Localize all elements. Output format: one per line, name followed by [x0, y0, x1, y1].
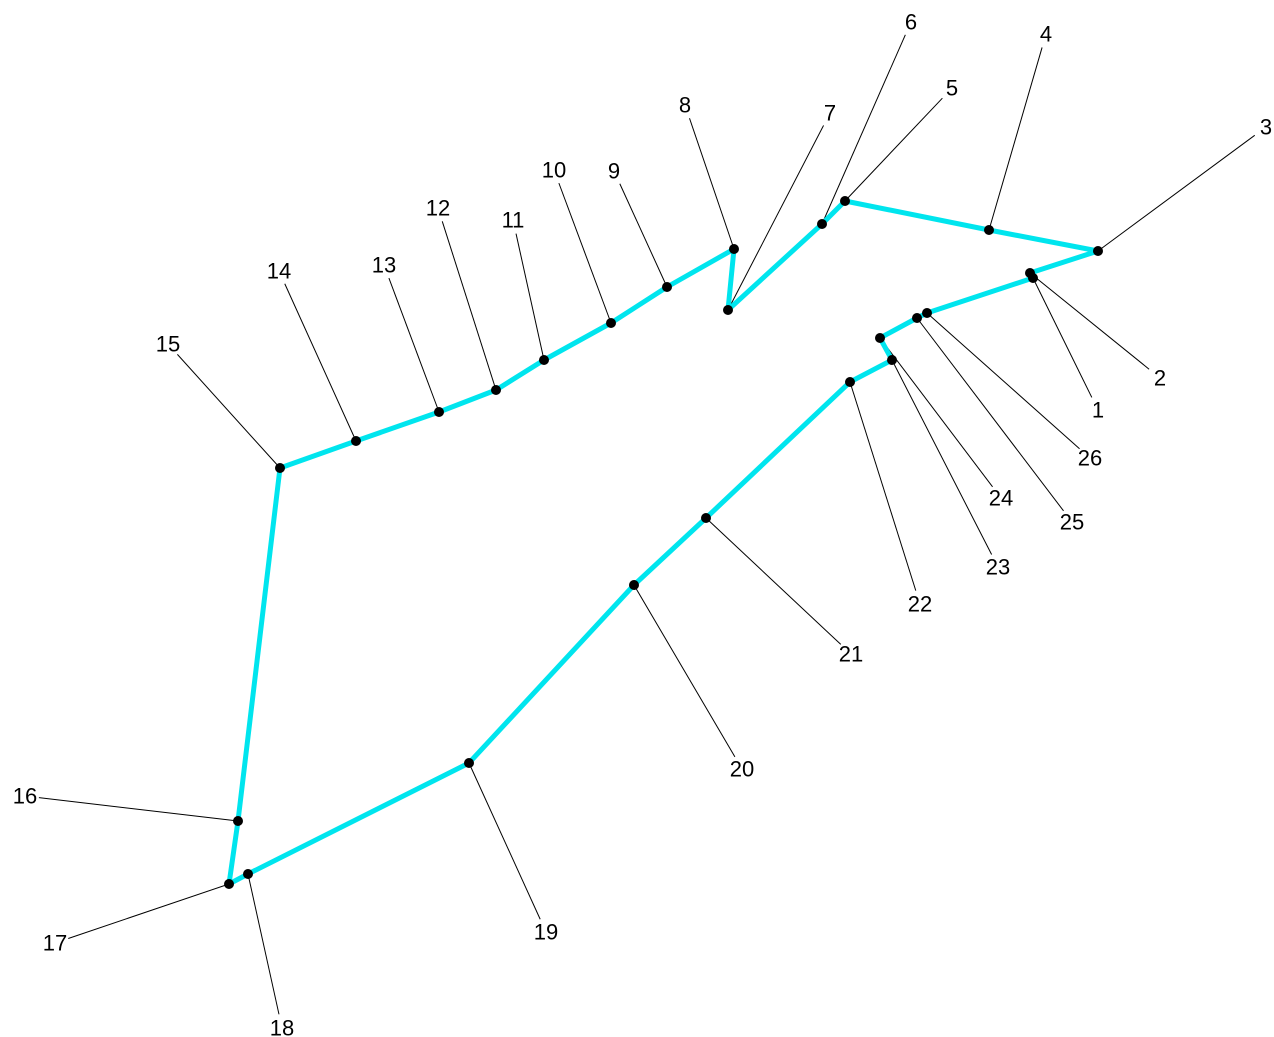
vertex-point-4: [984, 225, 994, 235]
leader-line-5: [844, 97, 943, 202]
leader-line-6: [821, 34, 906, 225]
vertex-point-3: [1093, 246, 1103, 256]
leader-line-24: [879, 337, 993, 488]
vertex-point-16: [233, 816, 243, 826]
leader-line-9: [619, 183, 668, 288]
vertex-point-20: [629, 580, 639, 590]
leader-line-23: [891, 359, 993, 555]
vertex-label-4: 4: [1040, 22, 1052, 47]
leader-line-18: [247, 873, 280, 1015]
vertex-label-2: 2: [1154, 366, 1166, 391]
vertex-label-20: 20: [730, 757, 754, 782]
vertex-point-17: [224, 879, 234, 889]
vertex-label-8: 8: [679, 93, 691, 118]
leader-line-13: [388, 277, 440, 413]
leader-line-10: [558, 182, 612, 324]
vertex-label-26: 26: [1078, 446, 1102, 471]
vertex-points: [224, 196, 1103, 889]
vertex-point-25: [912, 313, 922, 323]
vertex-label-25: 25: [1060, 510, 1084, 535]
vertex-label-10: 10: [542, 158, 566, 183]
vertex-label-11: 11: [502, 208, 525, 233]
vertex-label-18: 18: [270, 1016, 294, 1037]
leader-line-17: [68, 883, 230, 939]
leader-line-2: [1029, 272, 1150, 370]
vertex-label-19: 19: [534, 920, 558, 945]
vertex-point-13: [434, 407, 444, 417]
vertex-label-7: 7: [824, 101, 836, 126]
vertex-label-3: 3: [1260, 115, 1272, 140]
leader-line-3: [1097, 134, 1256, 252]
polygon-outline: [226, 198, 1101, 887]
vertex-point-5: [840, 196, 850, 206]
leader-line-12: [441, 221, 497, 391]
leader-line-15: [177, 354, 281, 469]
vertex-label-15: 15: [156, 332, 180, 357]
leader-line-16: [38, 797, 239, 822]
vertex-point-14: [351, 436, 361, 446]
vertex-label-16: 16: [13, 784, 37, 809]
vertex-point-11: [539, 355, 549, 365]
vertex-label-23: 23: [986, 555, 1010, 580]
leader-line-19: [468, 762, 541, 920]
leader-line-26: [926, 312, 1080, 450]
leader-line-14: [284, 283, 357, 442]
leader-line-22: [849, 381, 917, 591]
vertex-point-7: [723, 305, 733, 315]
leader-lines: [38, 34, 1256, 1015]
vertex-label-22: 22: [908, 592, 932, 617]
vertex-point-2: [1025, 268, 1035, 278]
vertex-label-17: 17: [43, 931, 67, 956]
vertex-point-26: [922, 308, 932, 318]
leader-line-7: [727, 125, 825, 311]
vertex-label-12: 12: [426, 196, 450, 221]
vertex-label-1: 1: [1092, 398, 1104, 423]
vertex-point-8: [729, 244, 739, 254]
vertex-point-12: [491, 385, 501, 395]
vertex-point-15: [275, 463, 285, 473]
vertex-point-22: [845, 377, 855, 387]
vertex-point-23: [887, 355, 897, 365]
leader-line-21: [705, 517, 842, 645]
vertex-point-10: [606, 318, 616, 328]
leader-line-11: [515, 233, 545, 361]
vertex-label-14: 14: [267, 259, 291, 284]
leader-line-8: [689, 118, 735, 250]
vertex-point-18: [243, 869, 253, 879]
vertex-point-19: [464, 758, 474, 768]
vertex-label-6: 6: [905, 10, 917, 35]
vertex-point-6: [817, 219, 827, 229]
leader-line-20: [633, 584, 736, 758]
vertex-label-24: 24: [989, 486, 1013, 511]
vertex-label-9: 9: [608, 159, 620, 184]
leader-line-25: [916, 317, 1064, 512]
vertex-point-9: [662, 282, 672, 292]
vertex-labels: 1234567891011121314151617181920212223242…: [13, 10, 1272, 1037]
vertex-label-21: 21: [839, 642, 863, 667]
vertex-point-21: [701, 513, 711, 523]
leader-line-4: [988, 47, 1043, 231]
vertex-label-5: 5: [946, 76, 958, 101]
vertex-point-24: [875, 333, 885, 343]
leader-line-1: [1032, 277, 1093, 398]
vertex-label-13: 13: [372, 253, 396, 278]
